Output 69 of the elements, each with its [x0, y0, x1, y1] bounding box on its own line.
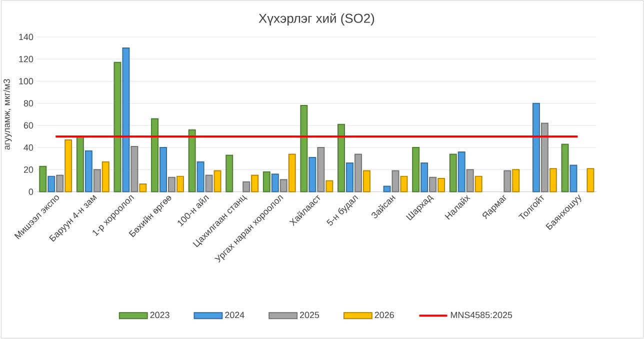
y-axis-title: агууламж, мкг/м3	[3, 79, 12, 150]
bar	[438, 178, 446, 192]
bar	[466, 169, 474, 192]
bar	[326, 180, 334, 192]
bar	[205, 174, 213, 192]
bar	[251, 174, 259, 192]
y-tick-label: 80	[24, 100, 34, 107]
bar	[392, 170, 400, 192]
bar	[262, 172, 270, 192]
bar	[504, 170, 512, 192]
bar	[114, 62, 122, 192]
bar	[561, 144, 569, 192]
bar	[570, 164, 578, 192]
bar	[449, 154, 457, 192]
bar	[176, 176, 184, 192]
bar	[214, 170, 222, 192]
bar	[458, 152, 466, 192]
bar	[383, 186, 391, 192]
bar	[168, 177, 176, 192]
legend-label: 2026	[374, 312, 394, 318]
bar	[84, 150, 92, 192]
bar	[586, 168, 594, 192]
bar	[64, 139, 72, 192]
bar	[56, 174, 64, 192]
y-tick-label: 120	[19, 56, 34, 62]
y-tick-label: 40	[24, 144, 34, 151]
bar	[139, 184, 147, 192]
y-tick-label: 0	[28, 188, 34, 196]
bar	[188, 130, 196, 192]
bar	[93, 169, 101, 192]
bar	[300, 105, 308, 192]
legend-label: 2025	[300, 312, 320, 318]
bar	[76, 136, 84, 192]
bar	[288, 154, 296, 192]
bar	[196, 162, 204, 192]
bar	[412, 147, 420, 192]
chart-title: Хүхэрлэг хий (SO2)	[258, 13, 374, 26]
bar	[102, 162, 110, 192]
bar	[242, 182, 250, 192]
bar	[400, 176, 408, 192]
bar	[338, 124, 345, 192]
bar	[271, 174, 279, 192]
y-tick-label: 20	[24, 166, 34, 174]
bar	[130, 146, 138, 192]
bar	[226, 154, 234, 192]
bar	[39, 166, 47, 192]
bar	[151, 118, 159, 192]
bar	[362, 170, 370, 192]
bar	[317, 147, 325, 192]
legend-label: MNS4585:2025	[450, 312, 512, 318]
bar	[512, 169, 520, 192]
y-tick-label: 60	[24, 122, 34, 129]
bar	[122, 48, 130, 192]
bar	[346, 162, 354, 192]
legend-label: 2023	[150, 312, 170, 318]
bar	[420, 162, 428, 192]
bar	[280, 179, 288, 192]
bar	[540, 122, 548, 192]
bar	[474, 176, 482, 192]
y-tick-label: 100	[19, 78, 34, 85]
bar	[160, 147, 168, 192]
bar	[549, 168, 557, 192]
bar	[48, 176, 56, 192]
bar	[308, 157, 316, 192]
bar	[532, 102, 540, 192]
bar	[354, 154, 362, 192]
y-tick-label: 140	[19, 34, 34, 40]
bar	[429, 177, 437, 192]
legend-label: 2024	[225, 312, 244, 318]
